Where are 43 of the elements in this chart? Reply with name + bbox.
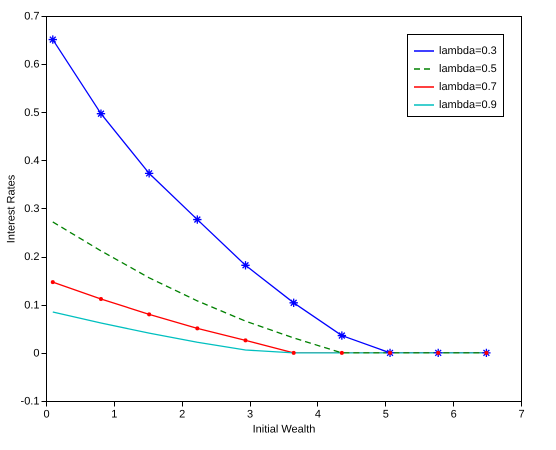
- y-tick-label: 0.4: [24, 154, 40, 167]
- legend-label: lambda=0.5: [439, 63, 497, 75]
- legend-label: lambda=0.3: [439, 45, 497, 57]
- point: [340, 350, 344, 355]
- point: [98, 296, 103, 301]
- point: [147, 312, 152, 316]
- point: [292, 350, 296, 355]
- x-tick-label: 2: [179, 408, 186, 420]
- x-tick-label: 4: [314, 408, 321, 420]
- x-tick-label: 6: [450, 408, 457, 420]
- point: [50, 280, 55, 284]
- y-tick-label: 0.3: [24, 203, 40, 215]
- point: [482, 348, 492, 358]
- point: [288, 298, 299, 308]
- x-tick-label: 7: [518, 408, 525, 420]
- legend-label: lambda=0.9: [439, 99, 497, 111]
- y-tick-label: 0.6: [24, 58, 40, 71]
- x-tick-label: 5: [382, 408, 389, 420]
- y-axis-title: Interest Rates: [6, 174, 18, 244]
- y-tick-label: 0.5: [24, 106, 40, 119]
- x-axis-title: Initial Wealth: [252, 424, 316, 436]
- point: [240, 260, 250, 270]
- legend-label: lambda=0.7: [439, 81, 497, 93]
- y-tick-label: -0.1: [20, 396, 40, 408]
- point: [96, 108, 106, 119]
- point: [244, 338, 248, 342]
- point: [192, 214, 202, 224]
- y-tick-label: 0: [33, 347, 40, 360]
- point: [385, 348, 395, 358]
- point: [433, 348, 444, 358]
- x-tick-label: 0: [43, 408, 50, 420]
- y-tick-label: 0.1: [24, 299, 40, 312]
- point: [484, 350, 488, 355]
- y-tick-label: 0.2: [24, 251, 40, 264]
- point: [388, 350, 392, 355]
- x-tick-label: 3: [247, 408, 254, 420]
- point: [48, 34, 58, 44]
- point: [144, 168, 154, 178]
- x-tick-label: 1: [111, 408, 118, 420]
- point: [337, 330, 347, 340]
- point: [195, 326, 200, 330]
- y-tick-label: 0.7: [24, 10, 40, 22]
- point: [436, 350, 440, 355]
